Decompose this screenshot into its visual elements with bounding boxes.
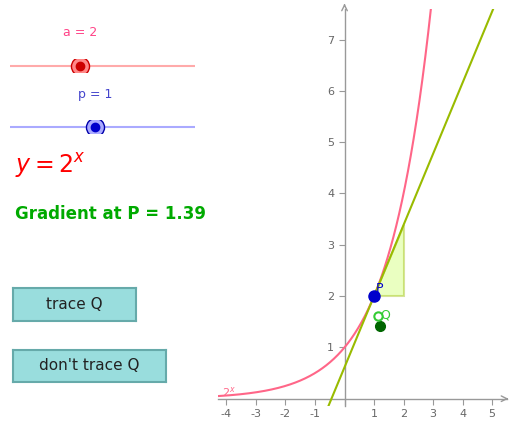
Polygon shape xyxy=(374,225,403,296)
Text: Q: Q xyxy=(380,308,390,321)
Text: p = 1: p = 1 xyxy=(78,87,112,101)
Text: $2^x$: $2^x$ xyxy=(222,385,236,399)
Text: a = 2: a = 2 xyxy=(63,26,97,39)
Text: Gradient at P = 1.39: Gradient at P = 1.39 xyxy=(15,205,206,222)
Text: P: P xyxy=(376,282,383,295)
Text: don't trace Q: don't trace Q xyxy=(39,358,140,374)
Text: trace Q: trace Q xyxy=(46,297,102,312)
Text: $y = 2^x$: $y = 2^x$ xyxy=(15,151,86,180)
